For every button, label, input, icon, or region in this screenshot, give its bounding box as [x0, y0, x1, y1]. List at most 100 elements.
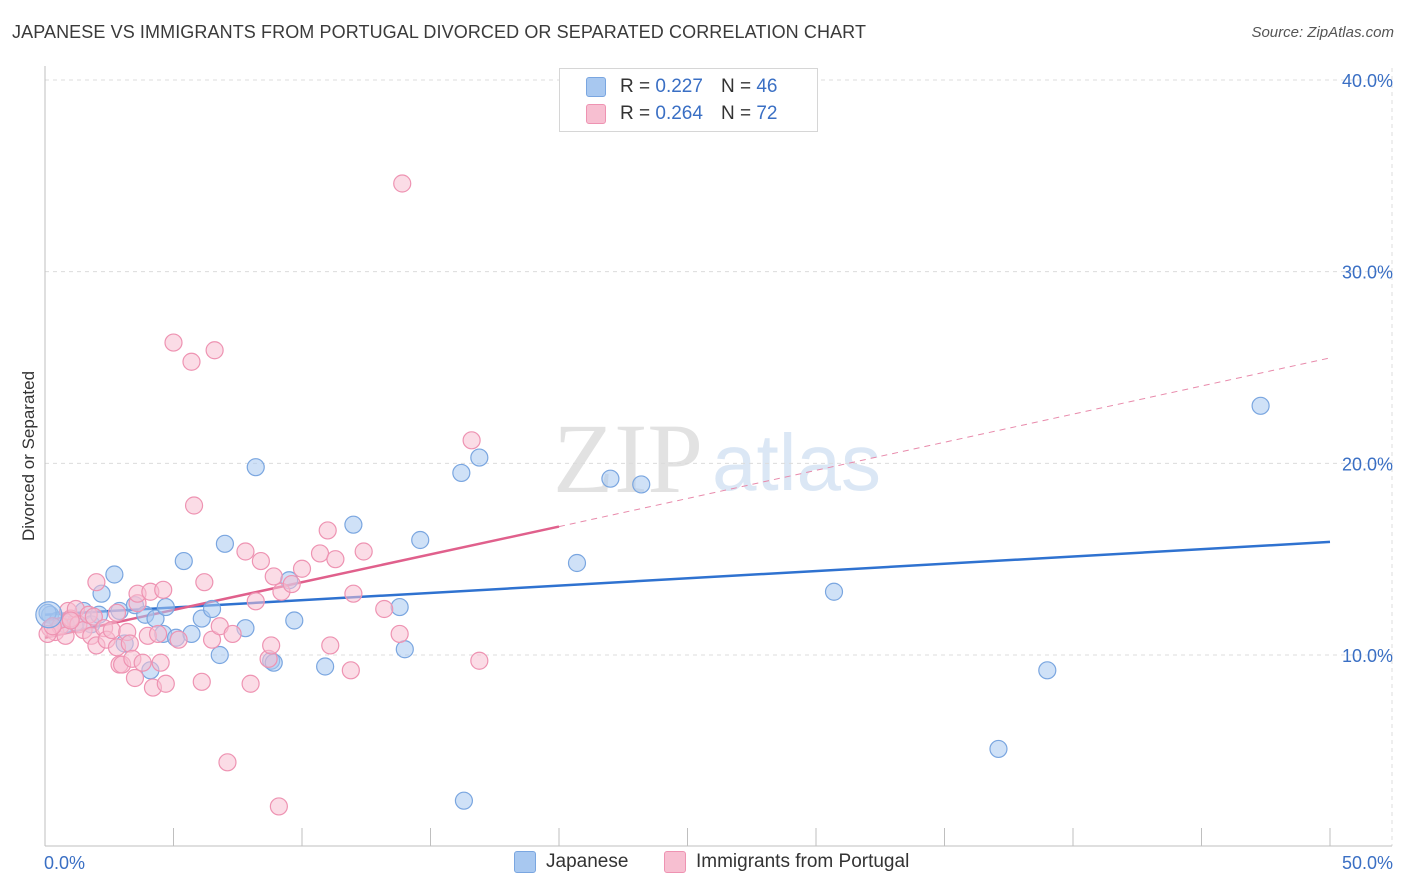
japanese-point	[567, 553, 587, 573]
japanese-point	[395, 640, 414, 659]
japanese-point	[824, 582, 844, 601]
portugal-point	[102, 620, 121, 640]
bottom-legend-swatch-portugal	[664, 851, 686, 873]
japanese-point	[344, 515, 363, 534]
japanese-point	[989, 739, 1008, 759]
portugal-point	[61, 611, 80, 630]
trend-line-portugal	[44, 525, 560, 639]
portugal-point	[390, 624, 409, 644]
portugal-point	[241, 674, 260, 693]
y-tick-label: 20.0%	[1342, 454, 1393, 474]
x-tick-label: 50.0%	[1342, 853, 1393, 873]
portugal-point	[470, 651, 489, 670]
legend-n-label: N =	[720, 103, 752, 124]
japanese-point	[632, 475, 651, 494]
portugal-point	[236, 542, 255, 561]
bottom-legend-swatch-japanese	[514, 851, 536, 873]
portugal-point	[354, 542, 373, 561]
y-axis-label: Divorced or Separated	[19, 371, 38, 541]
legend-r-value: 0.227	[655, 76, 703, 97]
japanese-point	[454, 791, 474, 810]
portugal-point	[318, 521, 337, 540]
japanese-point	[210, 645, 229, 665]
legend-r-label: R =	[620, 76, 651, 97]
bottom-legend-label-japanese: Japanese	[546, 851, 629, 872]
legend-row-japanese: R = 0.227 N = 46	[586, 74, 777, 100]
gridlines	[45, 68, 1393, 846]
portugal-point	[87, 573, 106, 592]
japanese-point	[390, 597, 409, 617]
y-tick-label: 40.0%	[1342, 71, 1393, 91]
legend-r-label: R =	[620, 103, 651, 124]
watermark-atlas: atlas	[712, 418, 881, 507]
portugal-point	[462, 431, 481, 450]
bottom-legend-japanese: Japanese	[514, 851, 628, 873]
japanese-point	[470, 448, 489, 467]
bottom-legend-portugal: Immigrants from Portugal	[664, 851, 909, 873]
legend-row-portugal: R = 0.264 N = 72	[586, 101, 777, 127]
japanese-point	[246, 458, 265, 477]
japanese-point	[174, 551, 193, 571]
portugal-point	[341, 661, 360, 680]
portugal-point	[107, 603, 127, 622]
japanese-point	[316, 657, 335, 676]
portugal-point	[184, 496, 204, 515]
legend: R = 0.227 N = 46 R = 0.264 N = 72	[559, 68, 818, 132]
portugal-point	[292, 559, 312, 578]
portugal-point	[310, 544, 330, 563]
data-points	[35, 174, 1270, 816]
portugal-point	[148, 624, 168, 644]
y-tick-label: 10.0%	[1342, 646, 1393, 666]
x-tick-label: 0.0%	[44, 853, 85, 873]
y-tick-label: 30.0%	[1342, 263, 1393, 283]
portugal-point	[223, 624, 242, 644]
legend-n-value: 46	[756, 76, 778, 97]
axes	[44, 66, 1392, 847]
portugal-point	[269, 797, 288, 816]
japanese-point	[215, 534, 234, 553]
portugal-point	[169, 630, 188, 649]
japanese-point	[202, 599, 222, 619]
portugal-point	[151, 653, 170, 672]
japanese-point	[35, 601, 63, 629]
portugal-point	[120, 634, 139, 653]
portugal-point	[344, 584, 363, 603]
portugal-point	[246, 592, 265, 611]
japanese-point	[156, 597, 175, 617]
chart-title: JAPANESE VS IMMIGRANTS FROM PORTUGAL DIV…	[12, 22, 867, 42]
portugal-point	[182, 352, 201, 371]
watermark: ZIP atlas	[553, 403, 881, 514]
japanese-point	[1038, 661, 1057, 680]
portugal-point	[251, 551, 270, 571]
portugal-point	[321, 636, 340, 655]
portugal-point	[133, 653, 152, 672]
portugal-point	[164, 333, 183, 352]
source-label: Source: ZipAtlas.com	[1251, 24, 1394, 41]
portugal-point	[192, 672, 211, 691]
portugal-point	[84, 607, 103, 626]
portugal-point	[262, 636, 281, 655]
japanese-point	[285, 611, 304, 630]
legend-r-value: 0.264	[655, 103, 703, 124]
japanese-point	[601, 469, 620, 488]
bottom-legend-label-portugal: Immigrants from Portugal	[696, 851, 910, 872]
legend-n-value: 72	[756, 103, 778, 124]
tick-labels: 10.0% 20.0% 30.0% 40.0% 0.0% 50.0%	[44, 71, 1393, 873]
japanese-point	[411, 530, 430, 550]
portugal-point	[326, 550, 345, 569]
portugal-point	[156, 674, 175, 693]
legend-swatch-portugal	[586, 104, 606, 124]
japanese-point	[105, 565, 124, 584]
japanese-point	[1251, 396, 1270, 415]
portugal-point	[195, 573, 214, 592]
portugal-point	[202, 630, 222, 649]
portugal-point	[264, 567, 283, 586]
portugal-point	[282, 574, 301, 594]
portugal-point	[393, 174, 412, 193]
japanese-point	[452, 463, 471, 483]
legend-n-label: N =	[720, 76, 752, 97]
portugal-point	[218, 753, 237, 772]
watermark-zip: ZIP	[553, 403, 703, 514]
portugal-point	[375, 599, 394, 619]
